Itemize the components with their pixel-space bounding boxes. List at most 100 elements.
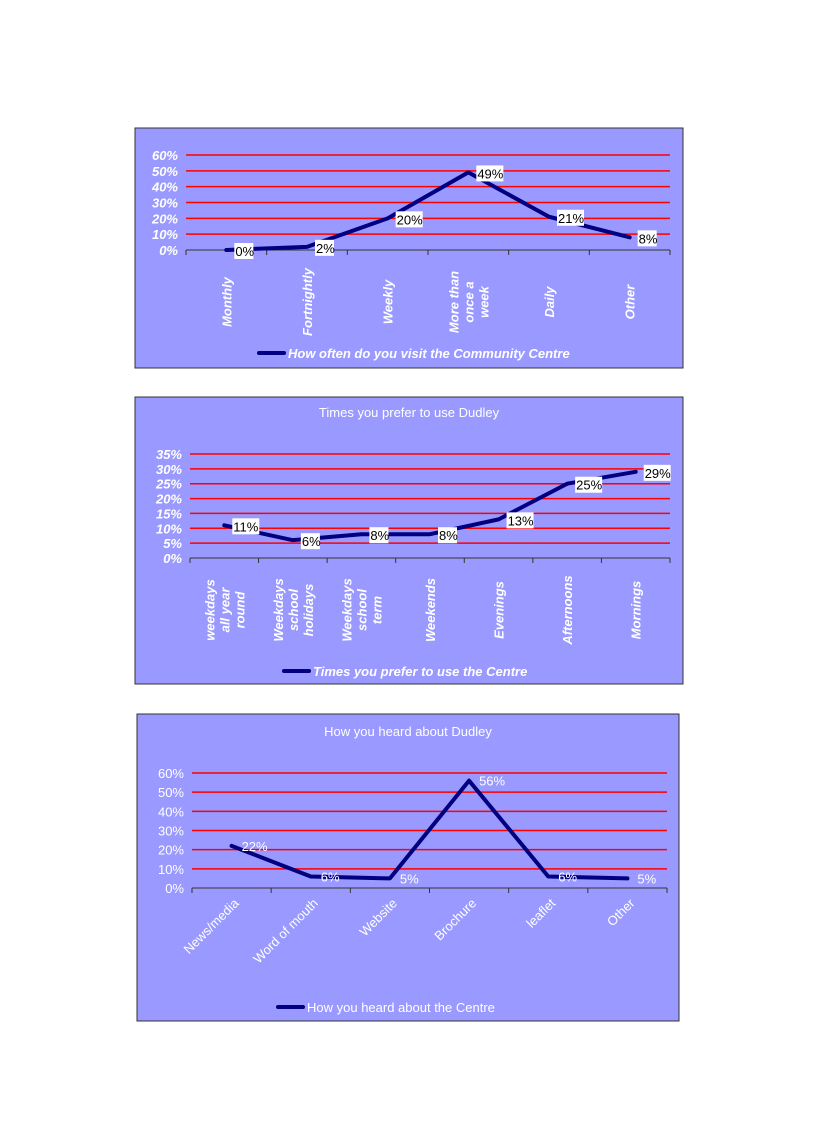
data-point [222,523,226,527]
data-label-box [315,239,334,256]
data-label-box [637,230,657,247]
y-tick-label: 25% [155,477,182,492]
data-point [309,875,313,878]
y-tick-label: 60% [158,766,184,781]
data-label-box [476,165,504,182]
chart-title: Times you prefer to use Dudley [319,405,500,420]
data-point [547,215,551,219]
data-label-box [234,243,254,259]
series-line [229,778,630,881]
data-label: 56% [479,774,505,789]
data-label: 11% [233,519,258,534]
x-tick-label: Mornings [629,581,644,640]
chart-3: How you heard about Dudley 0% 10% 20% 30% 40%… [136,713,680,1022]
data-point [359,532,363,536]
y-tick-label: 40% [151,180,178,195]
data-label: 29% [645,466,671,481]
data-label: 8% [639,231,658,246]
x-tick-label: Other [623,284,638,320]
legend-label: Times you prefer to use the Centre [313,664,527,679]
data-point [428,532,432,536]
y-tick-label: 20% [155,492,182,507]
chart-background [134,396,684,685]
data-label-box [643,464,671,481]
data-label: 5% [400,871,419,886]
data-label: 6% [302,534,321,549]
y-tick-label: 50% [158,785,184,800]
chart-background [134,127,684,369]
data-label-box [369,527,389,544]
data-point [291,538,295,542]
x-tick-label: Afternoons [560,575,575,645]
data-label: 21% [558,211,584,226]
data-label-box [575,476,603,493]
y-tick-label: 15% [156,506,182,521]
y-tick-label: 30% [156,462,182,477]
y-tick-label: 20% [151,211,178,226]
data-point [224,248,228,252]
data-point [467,779,471,783]
data-point [305,245,309,249]
data-label: 2% [316,241,335,256]
y-tick-label: 0% [165,881,184,896]
y-tick-label: 20% [158,843,184,858]
data-label-box [506,512,534,529]
data-point [634,470,638,474]
data-label: 25% [576,478,602,493]
chart-1: How often do you visit Dudley Peoples Ce… [134,110,684,369]
y-tick-label: 10% [158,862,184,877]
data-label-box [300,533,320,550]
y-tick-label: 50% [152,164,178,179]
chart-title: How often do you visit Dudley Peoples Ce… [277,110,541,125]
x-tick-label: Weekdaysschoolterm [339,578,384,641]
y-tick-label: 35% [156,447,182,462]
data-label: 6% [558,870,577,885]
y-tick-label: 40% [158,804,184,819]
data-point [388,876,392,880]
data-point [230,844,234,848]
data-point [546,875,550,878]
data-label: 6% [321,870,340,885]
legend-label: How you heard about the Centre [307,1000,495,1015]
data-point [386,216,390,220]
x-tick-label: Monthly [219,276,234,327]
chart-2: Times you prefer to use Dudley 0%5%10%15%… [134,396,684,685]
x-tick-label: More thanonce aweek [446,271,491,333]
y-tick-label: 10% [156,521,182,536]
data-label: 5% [637,871,656,886]
y-tick-label: 0% [163,551,182,566]
legend-label: How often do you visit the Community Cen… [288,346,570,361]
y-tick-label: 60% [152,148,178,163]
y-tick-label: 10% [152,227,178,242]
data-label: 0% [235,244,254,259]
x-tick-label: Fortnightly [300,267,315,336]
y-tick-label: 5% [163,536,182,551]
y-tick-label: 30% [152,196,178,211]
x-tick-label: Daily [542,286,557,318]
chart-background [136,713,680,1022]
x-tick-label: Weekly [381,279,396,324]
data-label: 22% [242,839,268,854]
data-label: 8% [439,528,458,543]
x-tick-label: Weekdaysschoolholidays [271,578,316,641]
data-point [565,482,569,486]
data-label-box [395,211,423,228]
data-label: 8% [370,528,389,543]
data-label: 13% [508,513,534,528]
data-point [625,876,629,880]
data-label-box [438,527,457,544]
data-label: 20% [397,212,423,227]
data-label-box [232,518,260,535]
data-point [628,235,632,239]
chart-title: How you heard about Dudley [324,724,492,739]
x-tick-label: Evenings [492,581,507,639]
data-label: 49% [477,166,503,181]
x-tick-label: weekdaysall yearround [202,579,247,640]
data-point [466,170,470,174]
data-point [497,517,501,521]
y-tick-label: 0% [159,243,178,258]
y-tick-label: 30% [158,824,184,839]
x-tick-label: Weekends [423,578,438,642]
data-label-box [557,209,584,226]
